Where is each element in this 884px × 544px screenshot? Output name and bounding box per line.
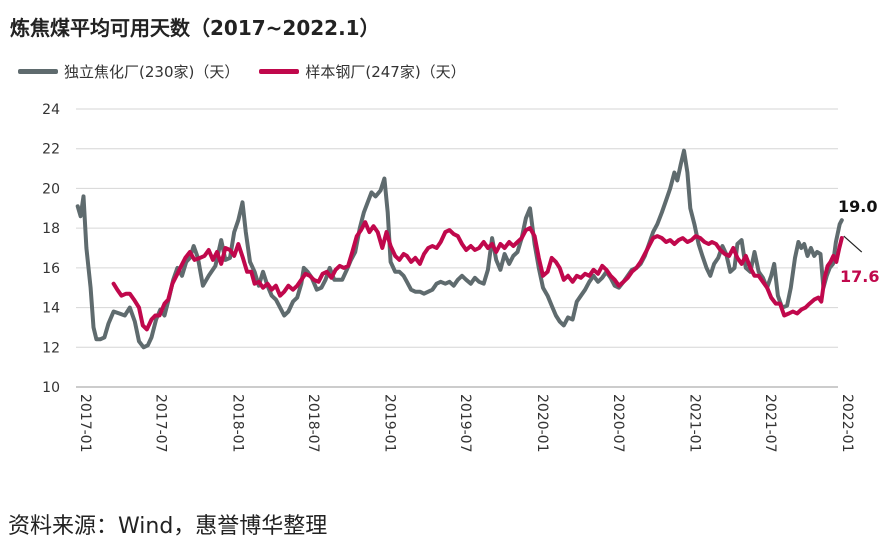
y-axis: 10 12 14 16 18 20 22 24 bbox=[42, 102, 60, 396]
x-tick-label: 2018-07 bbox=[305, 394, 321, 453]
y-tick-label: 10 bbox=[42, 380, 60, 396]
legend-item-coke: 独立焦化厂(230家)（天） bbox=[18, 61, 239, 82]
x-tick-label: 2020-07 bbox=[610, 394, 626, 453]
end-label-coke: 19.0 bbox=[838, 197, 877, 216]
x-tick-label: 2019-01 bbox=[382, 394, 398, 453]
x-tick-label: 2019-07 bbox=[457, 394, 473, 453]
chart-title: 炼焦煤平均可用天数（2017~2022.1） bbox=[10, 16, 380, 40]
x-tick-label: 2017-07 bbox=[153, 394, 169, 453]
y-tick-label: 14 bbox=[42, 301, 60, 317]
x-tick-label: 2018-01 bbox=[229, 394, 245, 453]
y-tick-label: 20 bbox=[42, 181, 60, 197]
end-label-steel: 17.6 bbox=[840, 267, 879, 286]
legend-swatch-steel bbox=[259, 68, 300, 74]
x-tick-label: 2020-01 bbox=[534, 394, 550, 453]
gridlines bbox=[76, 108, 838, 388]
x-tick-label: 2021-07 bbox=[762, 394, 778, 453]
end-labels: 19.0 17.6 bbox=[838, 197, 879, 286]
legend-label-coke: 独立焦化厂(230家)（天） bbox=[64, 62, 240, 81]
legend-item-steel: 样本钢厂(247家)（天） bbox=[259, 61, 466, 82]
y-tick-label: 24 bbox=[42, 102, 60, 118]
series-line-steel bbox=[111, 220, 844, 332]
y-tick-label: 16 bbox=[42, 261, 60, 277]
legend-label-steel: 样本钢厂(247家)（天） bbox=[305, 62, 466, 81]
y-tick-label: 18 bbox=[42, 221, 60, 237]
source-note: 资料来源：Wind，惠誉博华整理 bbox=[8, 514, 328, 539]
x-tick-label: 2021-01 bbox=[687, 394, 703, 453]
end-label-leader bbox=[843, 235, 863, 253]
x-axis: 2017-01 2017-07 2018-01 2018-07 2019-01 2019-… bbox=[77, 394, 855, 453]
chart-legend: 独立焦化厂(230家)（天） 样本钢厂(247家)（天） bbox=[18, 61, 486, 81]
series-line-coke bbox=[75, 148, 844, 350]
legend-swatch-coke bbox=[18, 68, 58, 74]
series-lines bbox=[75, 148, 844, 350]
y-tick-label: 12 bbox=[42, 340, 60, 356]
x-tick-label: 2022-01 bbox=[839, 394, 855, 453]
y-tick-label: 22 bbox=[42, 142, 60, 158]
x-tick-label: 2017-01 bbox=[77, 394, 93, 453]
